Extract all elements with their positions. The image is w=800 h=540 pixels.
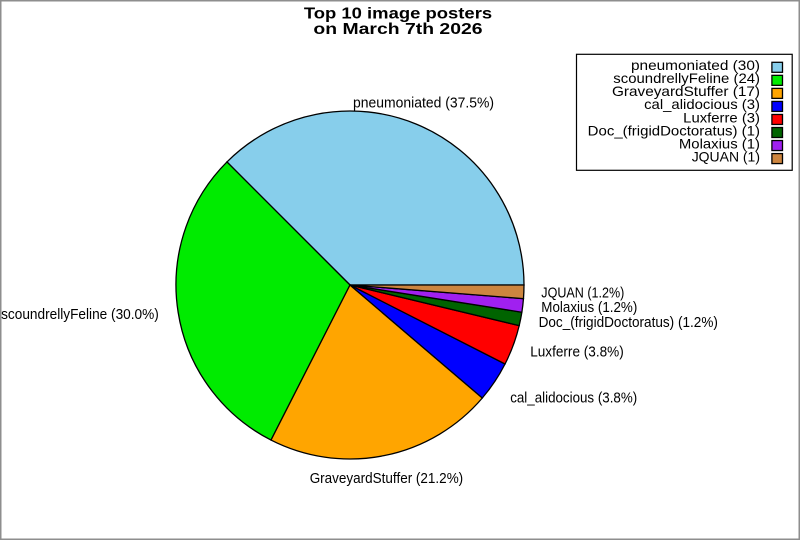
svg-text:GraveyardStuffer (17): GraveyardStuffer (17) [612, 83, 760, 99]
svg-text:Molaxius (1): Molaxius (1) [679, 135, 760, 151]
svg-text:on March 7th 2026: on March 7th 2026 [313, 21, 482, 38]
svg-text:Doc_(frigidDoctoratus) (1.2%): Doc_(frigidDoctoratus) (1.2%) [539, 315, 718, 331]
svg-text:Luxferre (3): Luxferre (3) [683, 109, 760, 125]
svg-text:JQUAN (1.2%): JQUAN (1.2%) [541, 285, 624, 301]
svg-text:Molaxius (1.2%): Molaxius (1.2%) [541, 300, 637, 316]
svg-text:cal_alidocious (3.8%): cal_alidocious (3.8%) [510, 391, 637, 407]
svg-text:pneumoniated (37.5%): pneumoniated (37.5%) [353, 96, 494, 112]
svg-text:Top 10 image posters: Top 10 image posters [304, 5, 492, 22]
svg-text:pneumoniated (30): pneumoniated (30) [631, 57, 760, 73]
svg-text:Doc_(frigidDoctoratus) (1): Doc_(frigidDoctoratus) (1) [588, 122, 760, 138]
svg-text:scoundrellyFeline (24): scoundrellyFeline (24) [613, 70, 760, 86]
svg-text:Luxferre (3.8%): Luxferre (3.8%) [530, 345, 624, 361]
svg-text:JQUAN (1): JQUAN (1) [692, 148, 760, 164]
svg-text:GraveyardStuffer (21.2%): GraveyardStuffer (21.2%) [310, 471, 464, 487]
svg-text:cal_alidocious (3): cal_alidocious (3) [644, 96, 760, 112]
svg-text:scoundrellyFeline (30.0%): scoundrellyFeline (30.0%) [1, 307, 159, 323]
